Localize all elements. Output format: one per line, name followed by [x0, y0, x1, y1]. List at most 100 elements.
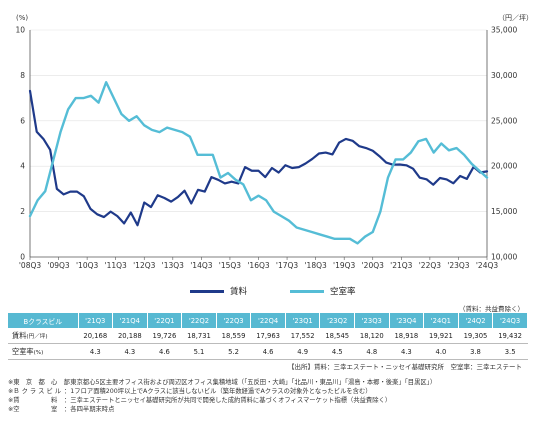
table-header-quarter: '23Q1: [285, 313, 321, 328]
table-cell: 4.0: [423, 343, 459, 360]
left-tick-label: 6: [20, 116, 25, 125]
table-cell: 19,726: [147, 328, 182, 344]
left-axis-unit: (%): [16, 14, 28, 22]
source-note: 【出所】賃料：三幸エステート・ニッセイ基礎研究所 空室率：三幸エステート: [288, 363, 522, 371]
left-tick-label: 2: [20, 207, 25, 216]
table-cell: 4.6: [250, 343, 286, 360]
x-tick-label: '12Q3: [133, 261, 156, 270]
table-header-quarter: '23Q4: [389, 313, 425, 328]
table-header-quarter: '23Q2: [319, 313, 355, 328]
x-tick-label: '19Q3: [333, 261, 356, 270]
table-body: 賃料(円／坪) 20,168 20,188 19,726 18,731 18,559 17,…: [8, 328, 528, 360]
table-cell: 18,731: [181, 328, 217, 344]
table-cell: 4.6: [147, 343, 182, 360]
footnote: ※賃 料 ：三幸エステートとニッセイ基礎研究所が共同で開発した成約賃料に基づくオフ…: [8, 396, 436, 405]
table-cell: 19,305: [458, 328, 493, 344]
table-cell: 17,963: [250, 328, 286, 344]
x-tick-label: '11Q3: [105, 261, 128, 270]
table-cell: 18,918: [389, 328, 424, 344]
right-tick-label: 30,000: [491, 71, 517, 80]
table-cell: 4.3: [112, 343, 148, 360]
row-label-text: 空室率: [12, 346, 34, 356]
table-header-row: Bクラスビル '21Q3'21Q4'22Q1'22Q2'22Q3'22Q4'23…: [8, 313, 528, 328]
rent-note: （賃料：共益費除く）: [459, 305, 524, 313]
legend-item-vacancy: 空室率: [290, 285, 356, 297]
x-tick-label: '24Q3: [476, 261, 499, 270]
legend-label-vacancy: 空室率: [330, 287, 356, 297]
table-cell: 5.2: [216, 343, 251, 360]
footnote-text: ：1フロア面積200坪以上でAクラスに該当しないビル（築年数経過でAクラスの対象…: [64, 388, 372, 395]
table-cell: 3.5: [492, 343, 528, 360]
table-cell: 4.9: [285, 343, 320, 360]
table-cell: 4.3: [78, 343, 113, 360]
x-tick-label: '20Q3: [362, 261, 385, 270]
x-tick-label: '18Q3: [304, 261, 327, 270]
table-cell: 3.8: [458, 343, 493, 360]
right-tick-label: 10,000: [491, 253, 517, 262]
table-cell: 4.5: [319, 343, 355, 360]
footnote-text: ：東京都心5区主要オフィス街および周辺区オフィス集積地域（「五反田・大崎」「北品…: [64, 379, 437, 386]
footnote-text: ：三幸エステートとニッセイ基礎研究所が共同で開発した成約賃料に基づくオフィスマー…: [64, 397, 392, 404]
legend-item-rent: 賃料: [190, 285, 247, 297]
x-tick-label: '10Q3: [76, 261, 99, 270]
table-cell: 17,552: [285, 328, 320, 344]
table-row: 空室率(%) 4.3 4.3 4.6 5.1 5.2 4.6 4.9 4.5 4.8 4.3 4.0 3…: [8, 343, 528, 360]
left-tick-label: 0: [20, 253, 25, 262]
row-label-unit: (円／坪): [26, 333, 48, 340]
table-header-quarter: '24Q2: [458, 313, 494, 328]
table-cell: 18,559: [216, 328, 251, 344]
x-axis-ticks: '08Q3 '09Q3 '10Q3 '11Q3 '12Q3 '13Q3 '14Q3 '15Q3…: [19, 257, 499, 270]
table-cell: 5.1: [181, 343, 217, 360]
row-label-text: 賃料: [12, 330, 27, 340]
x-tick-label: '21Q3: [390, 261, 413, 270]
footnote-text: ：各四半期末時点: [64, 406, 115, 413]
legend-swatch-vacancy: [290, 289, 324, 293]
footnotes: ※東 京 都 心 部：東京都心5区主要オフィス街および周辺区オフィス集積地域（「…: [8, 378, 436, 414]
footnote: ※東 京 都 心 部：東京都心5区主要オフィス街および周辺区オフィス集積地域（「…: [8, 378, 436, 387]
table-cell: 4.3: [389, 343, 424, 360]
table-header-quarter: '21Q4: [112, 313, 148, 328]
x-tick-label: '17Q3: [276, 261, 299, 270]
left-tick-label: 8: [20, 71, 25, 80]
right-axis-ticks: 10,000 15,000 20,000 25,000 30,000 35,000: [491, 26, 517, 262]
table-cell: 19,921: [423, 328, 459, 344]
footnote: ※空 室 ：各四半期末時点: [8, 405, 436, 414]
table-row-label: 賃料(円／坪): [8, 328, 78, 344]
chart-axes: [29, 30, 488, 258]
table-cell: 20,168: [78, 328, 113, 344]
x-tick-label: '08Q3: [19, 261, 42, 270]
x-tick-label: '16Q3: [247, 261, 270, 270]
right-tick-label: 35,000: [491, 26, 517, 35]
table-cell: 20,188: [112, 328, 148, 344]
right-tick-label: 15,000: [491, 207, 517, 216]
row-label-unit: (%): [33, 349, 44, 356]
table-row-label: 空室率(%): [8, 343, 78, 360]
chart-legend: 賃料 空室率: [0, 285, 536, 299]
chart: (%) （円／坪） 0 2 4 6 8 10 10,000 15,000 20,000 25,0…: [15, 14, 533, 270]
footnote-label: ※賃 料: [8, 397, 58, 404]
table-header-quarter: '23Q3: [354, 313, 390, 328]
right-tick-label: 25,000: [491, 116, 517, 125]
table-header-quarter: '22Q2: [181, 313, 217, 328]
chart-gridlines: [30, 29, 487, 212]
x-tick-label: '09Q3: [47, 261, 70, 270]
footnote-label: ※空 室: [8, 406, 58, 413]
series-line-rent: [28, 89, 489, 227]
table-header-quarter: '22Q3: [216, 313, 252, 328]
chart-series: [28, 81, 489, 245]
table-header-quarter: '22Q4: [250, 313, 286, 328]
legend-label-rent: 賃料: [230, 287, 248, 297]
table-header-quarter: '21Q3: [78, 313, 114, 328]
left-axis-ticks: 0 2 4 6 8 10: [15, 26, 25, 262]
left-tick-label: 10: [15, 26, 25, 35]
table-header-quarter: '24Q1: [423, 313, 459, 328]
table-header-quarter: '22Q1: [147, 313, 183, 328]
x-tick-label: '14Q3: [190, 261, 213, 270]
table-header-quarter: '24Q3: [492, 313, 528, 328]
table-header-label: Bクラスビル: [8, 313, 79, 328]
legend-swatch-rent: [190, 289, 224, 293]
x-tick-label: '22Q3: [419, 261, 442, 270]
table-cell: 18,120: [354, 328, 390, 344]
left-tick-label: 4: [20, 162, 25, 171]
x-tick-label: '13Q3: [162, 261, 185, 270]
